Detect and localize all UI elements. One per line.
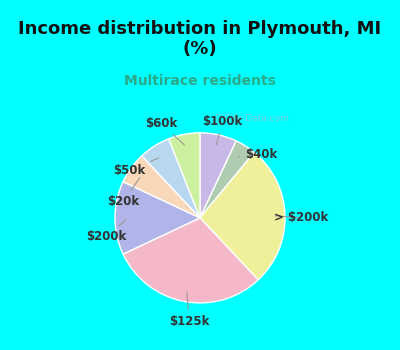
Text: $100k: $100k — [202, 114, 242, 145]
Wedge shape — [200, 141, 254, 218]
Wedge shape — [169, 133, 200, 218]
Wedge shape — [123, 156, 200, 218]
Wedge shape — [123, 218, 258, 303]
Text: ⓘ City-Data.com: ⓘ City-Data.com — [216, 114, 288, 123]
Wedge shape — [200, 152, 285, 280]
Text: $60k: $60k — [145, 117, 184, 145]
Wedge shape — [115, 182, 200, 254]
Text: > $200k: > $200k — [274, 211, 329, 224]
Text: $20k: $20k — [107, 178, 140, 208]
Text: Income distribution in Plymouth, MI
(%): Income distribution in Plymouth, MI (%) — [18, 20, 382, 58]
Text: $200k: $200k — [86, 220, 127, 243]
Text: Multirace residents: Multirace residents — [124, 74, 276, 88]
Wedge shape — [200, 133, 236, 218]
Text: $40k: $40k — [239, 148, 278, 161]
Wedge shape — [142, 139, 200, 218]
Text: $50k: $50k — [113, 158, 159, 177]
Text: $125k: $125k — [169, 292, 210, 328]
